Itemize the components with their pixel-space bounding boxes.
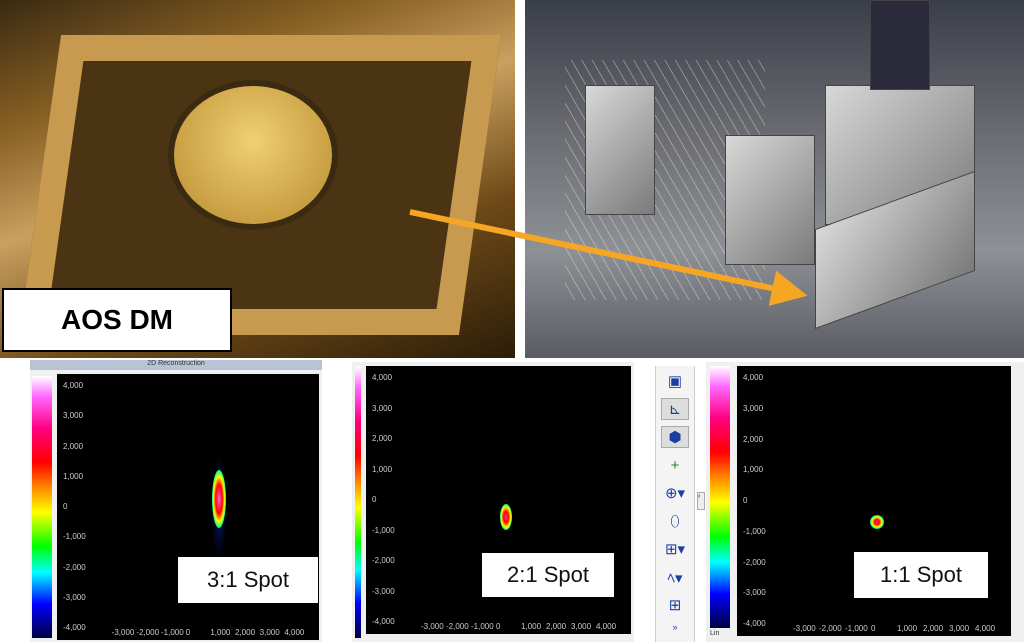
aos-dm-label: AOS DM <box>2 288 232 352</box>
x-tick-label: 0 <box>496 622 501 631</box>
colorbar <box>710 366 730 628</box>
colorbar <box>32 376 52 638</box>
y-tick-label: -1,000 <box>63 532 86 542</box>
y-tick-label: 2,000 <box>743 434 764 444</box>
y-tick-label: -1,000 <box>743 526 766 536</box>
x-tick-label: 3,000 <box>259 628 280 637</box>
y-tick-label: -3,000 <box>372 586 395 596</box>
y-tick-label: 3,000 <box>743 403 764 413</box>
beam-profile-plot: 1:1 Spot 4,000 3,000 2,000 1,000 0 -1,000 -2,0… <box>737 366 1011 636</box>
beam-spot <box>870 515 884 529</box>
x-tick-label: 1,000 <box>897 624 918 633</box>
laser-welding-setup-photo <box>525 0 1024 358</box>
spot-label: 1:1 Spot <box>854 552 988 598</box>
x-tick-label: 4,000 <box>975 624 996 633</box>
panel-title: 2D Reconstruction <box>30 360 322 370</box>
x-tick-label: 2,000 <box>546 622 567 631</box>
x-tick-label: 3,000 <box>571 622 592 631</box>
y-tick-label: 3,000 <box>372 403 393 413</box>
y-tick-label: -3,000 <box>743 588 766 598</box>
y-tick-label: -4,000 <box>372 617 395 626</box>
analysis-toolbar: ▣ ⊾ ⬢ + ⊕▾ ⬯ ⊞▾ ﾍ▾ ⊞ » <box>655 366 695 642</box>
collapse-handle[interactable]: ‹ <box>697 492 705 510</box>
x-tick-label: 0 <box>185 628 191 637</box>
y-tick-label: -4,000 <box>63 623 86 632</box>
y-tick-label: 0 <box>743 496 748 505</box>
axes-icon[interactable]: ⊾ <box>661 398 689 420</box>
y-tick-label: 1,000 <box>63 471 84 481</box>
y-tick-label: -2,000 <box>743 557 766 567</box>
x-tick-label: 4,000 <box>284 628 305 637</box>
y-tick-label: 1,000 <box>743 465 764 475</box>
y-tick-label: -4,000 <box>743 619 766 628</box>
profile-icon[interactable]: ﾍ▾ <box>667 569 683 587</box>
beam-profile-panel-3to1: 2D Reconstruction 3:1 Spot 4,000 3,000 2,0… <box>30 360 322 642</box>
y-tick-label: 1,000 <box>372 464 393 474</box>
crosshair-plus-icon[interactable]: + <box>670 456 680 474</box>
mirror-surface <box>168 80 338 230</box>
y-tick-label: 3,000 <box>63 411 84 421</box>
x-tick-label: 1,000 <box>521 622 542 631</box>
arrow-overlay <box>409 209 808 306</box>
y-tick-label: 2,000 <box>372 434 393 443</box>
expand-more-icon[interactable]: » <box>672 622 678 632</box>
table-icon[interactable]: ⊞ <box>668 597 682 614</box>
x-tick-label: -3,000 <box>421 622 444 631</box>
x-tick-label: 0 <box>871 624 876 633</box>
beam-profile-panel-1to1: Lin 1:1 Spot 4,000 3,000 2,000 1,000 0 -1,000… <box>706 362 1024 642</box>
spot-label: 3:1 Spot <box>178 557 318 603</box>
y-tick-label: -3,000 <box>63 592 86 602</box>
beam-profile-plot: 2:1 Spot 4,000 3,000 2,000 1,000 0 -1,000 -2,0… <box>366 366 631 634</box>
y-tick-label: 0 <box>63 502 68 511</box>
colorbar <box>355 366 361 638</box>
y-tick-label: 0 <box>372 495 377 504</box>
x-tick-label: -1,000 <box>845 624 868 633</box>
x-tick-label: -1,000 <box>161 628 184 637</box>
colorbar-scale-label: Lin <box>710 630 720 637</box>
y-tick-label: -1,000 <box>372 525 395 535</box>
x-tick-label: 2,000 <box>235 628 256 637</box>
x-tick-label: -3,000 <box>111 628 135 637</box>
y-tick-label: 4,000 <box>372 373 393 382</box>
y-tick-label: 4,000 <box>63 381 84 390</box>
y-tick-label: 2,000 <box>63 441 84 451</box>
y-tick-label: 4,000 <box>743 373 764 382</box>
centroid-icon[interactable]: ⊕▾ <box>664 485 686 502</box>
save-image-icon[interactable]: ▣ <box>667 373 683 390</box>
beam-spot <box>500 504 512 530</box>
x-tick-label: 2,000 <box>923 624 944 633</box>
y-tick-label: -2,000 <box>63 562 86 572</box>
x-tick-label: 3,000 <box>949 624 970 633</box>
beam-profile-plot: 3:1 Spot 4,000 3,000 2,000 1,000 0 -1,000 -2,0… <box>57 374 319 640</box>
ellipse-icon[interactable]: ⬯ <box>670 512 680 530</box>
beam-spot <box>212 470 226 528</box>
spot-label: 2:1 Spot <box>482 553 614 597</box>
x-tick-label: -2,000 <box>136 628 160 637</box>
color-palette-icon[interactable]: ⬢ <box>661 426 689 448</box>
grid-icon[interactable]: ⊞▾ <box>664 541 686 558</box>
x-tick-label: 4,000 <box>596 622 617 631</box>
x-tick-label: -2,000 <box>446 622 469 631</box>
x-tick-label: -1,000 <box>471 622 494 631</box>
x-tick-label: -2,000 <box>819 624 842 633</box>
beam-profile-panel-2to1: 2:1 Spot 4,000 3,000 2,000 1,000 0 -1,000 -2,0… <box>352 362 634 642</box>
x-tick-label: -3,000 <box>793 624 816 633</box>
x-tick-label: 1,000 <box>210 628 231 637</box>
arrow <box>409 209 808 306</box>
y-tick-label: -2,000 <box>372 556 395 565</box>
